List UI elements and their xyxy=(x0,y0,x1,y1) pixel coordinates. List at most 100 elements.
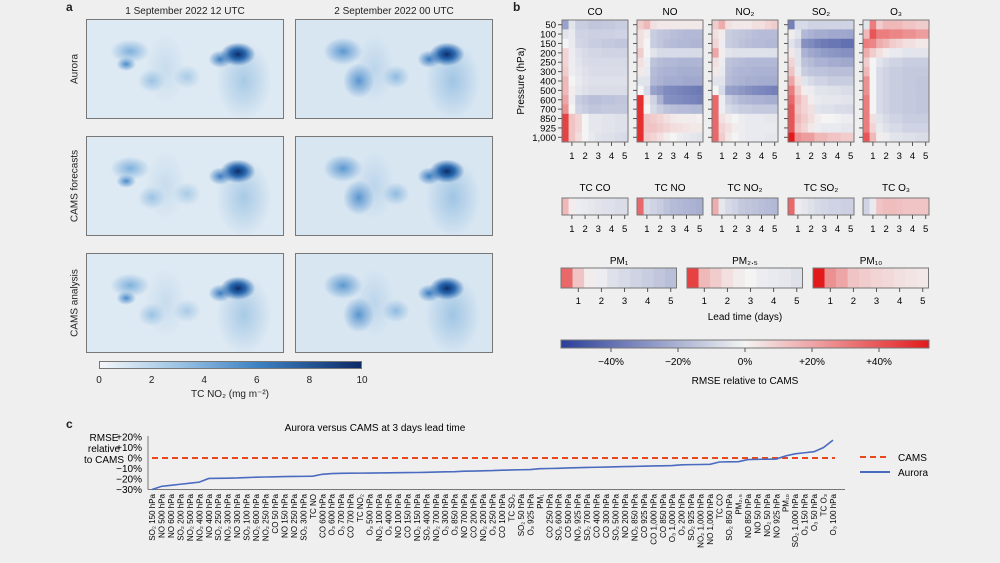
heatmap-cell xyxy=(807,104,815,115)
x-tick-label: 4 xyxy=(771,296,776,307)
heatmap-cell xyxy=(909,85,917,96)
heatmap-cell xyxy=(814,113,822,124)
heatmap-cell xyxy=(643,113,651,124)
heatmap-cell xyxy=(896,66,903,77)
heatmap-cell xyxy=(731,76,739,86)
heatmap-cell xyxy=(909,95,917,105)
x-category-label: NO₂ 850 hPa xyxy=(630,493,639,541)
heatmap-cell xyxy=(676,104,684,115)
x-tick-label: 4 xyxy=(835,151,840,162)
column-title-2: 2 September 2022 00 UTC xyxy=(334,6,454,17)
heatmap-cell xyxy=(827,104,835,115)
heatmap-cell xyxy=(676,113,684,124)
x-category-label: SO₂ 100 hPa xyxy=(243,493,252,540)
heatmap-cell xyxy=(696,104,704,115)
heatmap-cell xyxy=(568,198,576,215)
heatmap-cell xyxy=(801,20,809,30)
heatmap-cell xyxy=(718,48,726,58)
heatmap-cell xyxy=(922,198,930,215)
heatmap-cell xyxy=(601,76,609,86)
heatmap-cell xyxy=(650,20,658,30)
heatmap-cell xyxy=(745,29,752,40)
tc-heatmap-title: TC NO₂ xyxy=(728,183,763,194)
heatmap-cell xyxy=(725,38,733,49)
x-tick-label: 1 xyxy=(795,151,800,162)
x-tick-label: 4 xyxy=(609,151,614,162)
heatmap-cell xyxy=(771,85,779,96)
heatmap-cell xyxy=(745,85,752,96)
x-category-label: O₃ 1,000 hPa xyxy=(668,493,677,542)
x-category-label: NO 50 hPa xyxy=(753,493,762,533)
heatmap-cell xyxy=(614,132,622,143)
x-category-label: PM₁ xyxy=(536,494,545,509)
heatmap-cell xyxy=(607,268,620,288)
heatmap-cell xyxy=(882,76,890,86)
x-category-label: TC NO xyxy=(309,494,318,519)
x-category-label: PM₁₀ xyxy=(782,494,791,512)
heatmap-cell xyxy=(840,132,848,143)
x-tick-label: 3 xyxy=(746,224,751,235)
x-category-label: NO 925 hPa xyxy=(772,493,781,538)
heatmap-cell xyxy=(889,20,897,30)
tc-heatmap-title: TC CO xyxy=(579,183,610,194)
heatmap-cell xyxy=(889,48,897,58)
heatmap-cell xyxy=(588,113,596,124)
heatmap-cell xyxy=(581,132,589,143)
heatmap-cell xyxy=(814,104,822,115)
heatmap-cell xyxy=(751,132,759,143)
heatmap-cell xyxy=(915,104,923,115)
heatmap-cell xyxy=(889,57,897,68)
heatmap-cell xyxy=(896,57,903,68)
heatmap-cell xyxy=(712,38,719,49)
heatmap-cell xyxy=(840,95,848,105)
heatmap-cell xyxy=(893,268,906,288)
heatmap-cell xyxy=(595,268,608,288)
heatmap-cell xyxy=(581,104,589,115)
heatmap-cell xyxy=(588,29,596,40)
heatmap-cell xyxy=(731,198,739,215)
heatmap-cell xyxy=(738,66,746,77)
heatmap-cell xyxy=(794,123,802,133)
x-category-label: CO 250 hPa xyxy=(545,493,554,538)
heatmap-cell xyxy=(916,268,929,288)
x-category-label: TC CO xyxy=(716,494,725,519)
heatmap-cell xyxy=(767,268,780,288)
pressure-label: 150 xyxy=(540,39,556,50)
x-category-label: NO₂ 1,000 hPa xyxy=(697,493,706,547)
heatmap-cell xyxy=(876,20,884,30)
heatmap-cell xyxy=(840,66,848,77)
heatmap-cell xyxy=(676,76,684,86)
x-tick-label: 5 xyxy=(697,224,702,235)
heatmap-cell xyxy=(814,29,822,40)
heatmap-cell xyxy=(718,104,726,115)
pressure-label: 250 xyxy=(540,58,556,69)
x-category-label: CO 700 hPa xyxy=(347,493,356,538)
heatmap-cell xyxy=(847,38,855,49)
heatmap-cell xyxy=(581,48,589,58)
heatmap-cell xyxy=(909,132,917,143)
heatmap-cell xyxy=(821,57,828,68)
map-aurora-t2 xyxy=(295,19,493,119)
heatmap-cell xyxy=(840,20,848,30)
heatmap-cell xyxy=(595,57,602,68)
rmse-colorbar xyxy=(560,339,930,349)
heatmap-cell xyxy=(751,66,759,77)
heatmap-cell xyxy=(637,104,644,115)
heatmap-cell xyxy=(637,48,644,58)
x-category-label: NO₂ 400 hPa xyxy=(195,493,204,541)
heatmap-cell xyxy=(595,76,602,86)
heatmap-cell xyxy=(758,85,766,96)
heatmap-cell xyxy=(801,132,809,143)
heatmap-cell xyxy=(676,66,684,77)
x-tick-label: 4 xyxy=(910,151,915,162)
heatmap-cell xyxy=(827,38,835,49)
heatmap-cell xyxy=(683,132,691,143)
heatmap-cell xyxy=(650,38,658,49)
heatmap-cell xyxy=(827,66,835,77)
x-tick-label: 2 xyxy=(657,224,662,235)
x-tick-label: 2 xyxy=(582,224,587,235)
heatmap-cell xyxy=(696,38,704,49)
heatmap-cell xyxy=(562,95,569,105)
heatmap-cell xyxy=(588,38,596,49)
heatmap-frame xyxy=(560,267,677,289)
